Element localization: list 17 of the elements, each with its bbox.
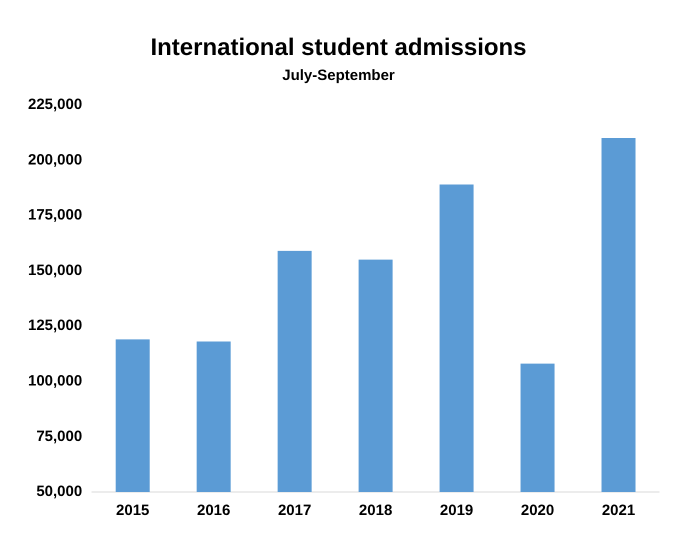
x-tick-label: 2021 bbox=[602, 502, 636, 520]
y-tick-label: 50,000 bbox=[36, 483, 82, 500]
chart-subtitle: July-September bbox=[282, 66, 395, 84]
x-tick-label: 2018 bbox=[358, 502, 392, 520]
chart-title: International student admissions bbox=[150, 34, 527, 62]
y-tick-label: 100,000 bbox=[28, 372, 82, 390]
y-tick-label: 150,000 bbox=[28, 262, 82, 279]
x-tick-label: 2016 bbox=[196, 502, 230, 520]
x-tick-label: 2017 bbox=[278, 502, 312, 520]
y-tick-label: 200,000 bbox=[28, 151, 82, 168]
y-tick-label: 175,000 bbox=[28, 206, 82, 224]
x-tick-label: 2015 bbox=[116, 502, 150, 520]
y-tick-label: 125,000 bbox=[28, 317, 82, 334]
x-tick-label: 2019 bbox=[440, 502, 474, 520]
y-tick-label: 75,000 bbox=[36, 428, 82, 445]
x-tick-label: 2020 bbox=[520, 502, 554, 520]
y-tick-label: 225,000 bbox=[28, 96, 82, 113]
